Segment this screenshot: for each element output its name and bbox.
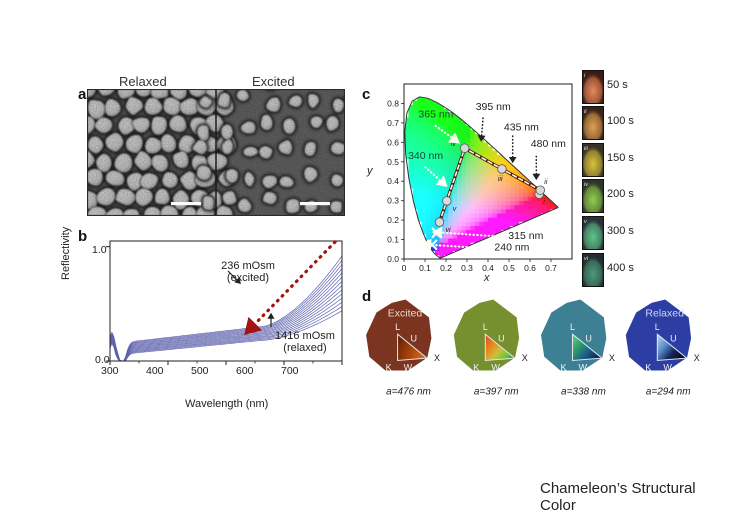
svg-text:X: X: [609, 353, 615, 363]
svg-text:a=397 nm: a=397 nm: [474, 387, 519, 398]
svg-text:W: W: [663, 363, 672, 373]
svg-text:U: U: [498, 333, 505, 343]
svg-text:K: K: [560, 363, 566, 373]
svg-text:L: L: [483, 322, 488, 332]
svg-text:a=338 nm: a=338 nm: [561, 387, 606, 398]
svg-text:Excited: Excited: [388, 308, 423, 320]
svg-text:L: L: [395, 322, 400, 332]
svg-text:U: U: [410, 333, 417, 343]
svg-text:L: L: [655, 322, 660, 332]
svg-text:U: U: [670, 333, 677, 343]
svg-text:Relaxed: Relaxed: [645, 308, 684, 320]
svg-text:L: L: [570, 322, 575, 332]
svg-text:W: W: [579, 363, 588, 373]
svg-text:W: W: [404, 363, 413, 373]
svg-text:K: K: [473, 363, 479, 373]
svg-text:U: U: [585, 333, 592, 343]
svg-text:X: X: [434, 353, 440, 363]
svg-text:a=294 nm: a=294 nm: [646, 387, 691, 398]
svg-text:X: X: [694, 353, 700, 363]
svg-text:W: W: [491, 363, 500, 373]
svg-text:X: X: [522, 353, 528, 363]
svg-text:a=476 nm: a=476 nm: [386, 387, 431, 398]
svg-text:K: K: [645, 363, 651, 373]
svg-text:K: K: [386, 363, 392, 373]
